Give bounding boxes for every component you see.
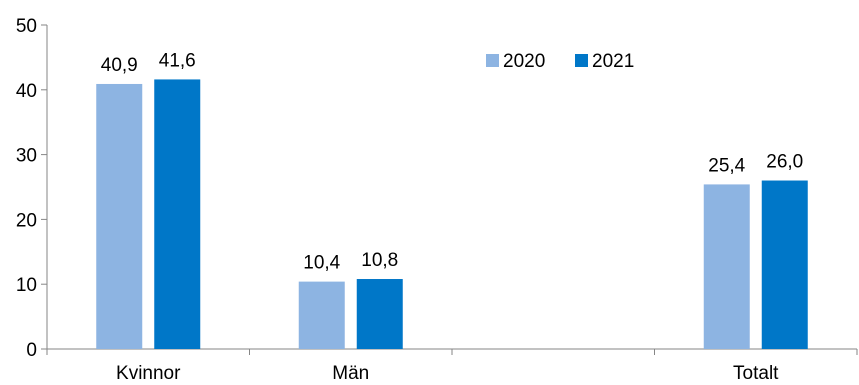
bar-2020	[96, 83, 143, 349]
bar-2020	[298, 281, 345, 349]
data-label: 25,4	[708, 155, 745, 176]
bar-2021	[356, 279, 403, 349]
y-tick-label: 20	[16, 210, 37, 231]
bar-2021	[761, 180, 808, 349]
data-label: 40,9	[101, 55, 138, 76]
legend-label: 2021	[592, 51, 634, 72]
bar-2020	[703, 184, 750, 349]
legend: 2020 2021	[486, 51, 634, 72]
legend-swatch	[575, 54, 588, 67]
bar-2021	[154, 79, 201, 349]
x-tick-label: Totalt	[733, 363, 779, 384]
data-label: 10,4	[303, 253, 340, 274]
y-tick-label: 40	[16, 81, 37, 102]
y-tick-label: 10	[16, 275, 37, 296]
legend-label: 2020	[503, 51, 545, 72]
data-label: 10,8	[361, 250, 398, 271]
x-tick-label: Kvinnor	[116, 363, 181, 384]
x-axis: Kvinnor Män Totalt	[46, 348, 858, 384]
y-tick-label: 0	[26, 340, 37, 361]
y-axis: 0 10 20 30 40 50	[16, 16, 48, 361]
y-tick-label: 50	[16, 16, 37, 37]
data-label: 26,0	[766, 152, 803, 173]
bars	[96, 79, 808, 349]
x-tick-label: Män	[332, 363, 369, 384]
y-tick-label: 30	[16, 146, 37, 167]
data-labels: 40,9 10,4 25,4 41,6 10,8 26,0	[101, 50, 803, 273]
legend-swatch	[486, 54, 499, 67]
data-label: 41,6	[159, 50, 196, 71]
